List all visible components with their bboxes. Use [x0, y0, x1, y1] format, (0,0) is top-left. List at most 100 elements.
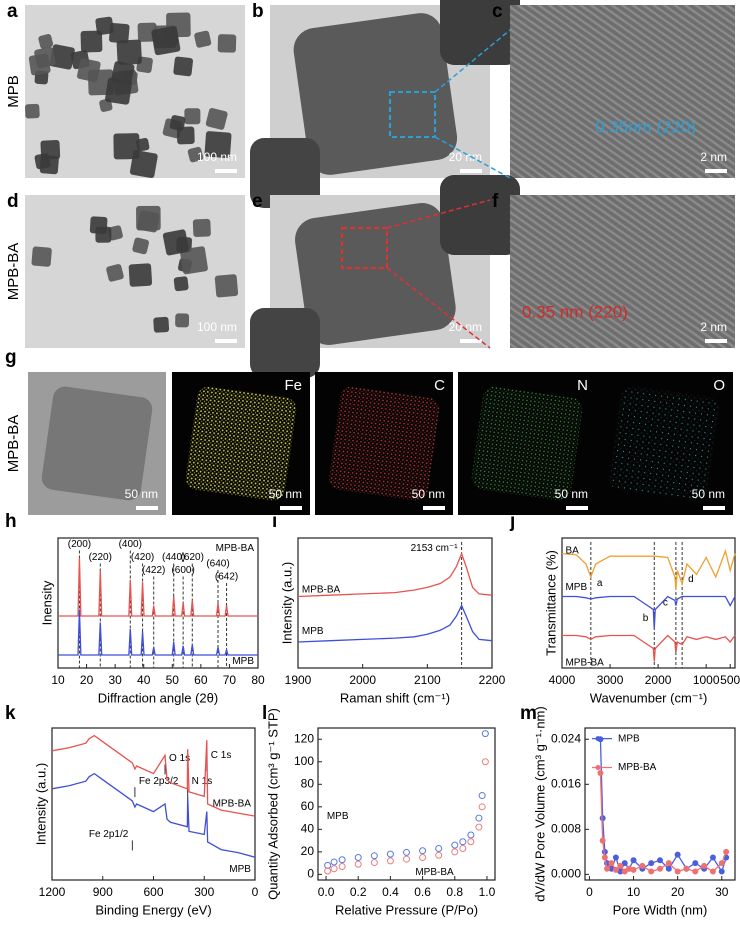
- data-point: [386, 857, 394, 865]
- annotation: Fe 2p1/2: [89, 829, 129, 840]
- particle: [105, 77, 132, 105]
- data-point: [599, 837, 606, 844]
- x-tick-label: 0: [586, 885, 593, 899]
- data-point: [665, 865, 672, 872]
- data-point: [701, 862, 708, 869]
- particle: [175, 313, 190, 328]
- annotation: (422): [142, 565, 165, 576]
- x-tick-label: 10: [51, 673, 65, 687]
- particle: [137, 210, 160, 233]
- plot-frame: [561, 537, 736, 669]
- x-tick-label: 20: [671, 885, 685, 899]
- panel-letter: b: [252, 1, 264, 22]
- particle: [38, 34, 54, 49]
- data-point: [630, 857, 637, 864]
- series-line: [599, 739, 727, 874]
- scale-bar-label: 20 nm: [449, 150, 482, 164]
- plot-frame: [317, 727, 496, 881]
- particle: [106, 264, 124, 282]
- x-tick-label: 0.4: [382, 885, 399, 899]
- x-axis-label: Binding Energy (eV): [95, 902, 211, 917]
- data-point: [709, 854, 716, 861]
- particle: [179, 246, 208, 275]
- data-point: [475, 814, 483, 822]
- element-label: Fe: [284, 377, 302, 394]
- data-point: [467, 838, 475, 846]
- series-line: [51, 772, 256, 858]
- eds-signal: [328, 386, 440, 501]
- data-point: [617, 862, 624, 869]
- zoom-line: [434, 136, 511, 179]
- x-axis-label: Raman shift (cm⁻¹): [340, 690, 450, 705]
- data-point: [718, 860, 725, 867]
- panel-letter: h: [5, 511, 17, 532]
- row-label: MPB-BA: [5, 415, 22, 473]
- series-line: [58, 609, 258, 656]
- zoom-box: [389, 91, 436, 138]
- particle: [107, 225, 123, 241]
- x-tick-label: 1000: [693, 673, 720, 687]
- data-point: [648, 860, 655, 867]
- y-tick-label: 80: [301, 776, 315, 790]
- particle: [173, 276, 189, 292]
- particle: [250, 138, 320, 208]
- annotation: (600): [171, 565, 194, 576]
- data-point: [674, 868, 681, 875]
- panel-letter: e: [252, 191, 263, 212]
- data-point: [597, 770, 604, 777]
- y-tick-label: 40: [301, 822, 315, 836]
- annotation: c: [663, 598, 668, 609]
- scale-bar-label: 2 nm: [700, 320, 727, 334]
- x-tick-label: 600: [143, 885, 163, 899]
- particle: [153, 316, 170, 333]
- y-axis-label: Quantity Adsorbed (cm³ g⁻¹ STP): [265, 708, 280, 900]
- x-tick-label: 1.0: [479, 885, 496, 899]
- panel-letter: a: [7, 1, 18, 22]
- x-tick-label: 2000: [645, 673, 672, 687]
- particle: [194, 30, 212, 48]
- data-point: [665, 860, 672, 867]
- x-tick-label: 0: [252, 885, 259, 899]
- x-tick-label: 60: [194, 673, 208, 687]
- x-tick-label: 20: [80, 673, 94, 687]
- particle: [214, 274, 239, 298]
- panel-letter: i: [272, 511, 277, 532]
- data-point: [709, 868, 716, 875]
- plot-frame: [297, 537, 493, 669]
- series-label: MPB: [327, 811, 349, 822]
- particle: [111, 61, 135, 85]
- data-point: [630, 866, 637, 873]
- row-label: MPB-BA: [5, 243, 22, 301]
- particle: [440, 175, 520, 255]
- eds-signal: [471, 386, 583, 501]
- data-point: [435, 844, 443, 852]
- data-point: [324, 867, 332, 875]
- series-line: [562, 595, 736, 630]
- panel-letter: d: [7, 191, 19, 212]
- x-tick-label: 30: [715, 885, 729, 899]
- series-line: [297, 604, 493, 643]
- scale-bar: [703, 506, 725, 510]
- annotation: (400): [119, 539, 142, 550]
- element-label: C: [434, 377, 445, 394]
- panel-letter: g: [5, 347, 17, 368]
- data-point: [324, 861, 332, 869]
- series-label: MPB-BA: [302, 585, 341, 596]
- data-point: [386, 850, 394, 858]
- row-label: MPB: [5, 75, 22, 108]
- series-label: MPB-BA: [618, 762, 657, 773]
- panel-letter: f: [492, 191, 499, 212]
- data-point: [621, 860, 628, 867]
- x-tick-label: 0.6: [414, 885, 431, 899]
- x-tick-label: 900: [93, 885, 113, 899]
- data-point: [370, 859, 378, 867]
- x-tick-label: 4000: [549, 673, 576, 687]
- data-point: [354, 860, 362, 868]
- annotation: d: [688, 574, 694, 585]
- eds-signal: [185, 386, 297, 501]
- annotation: N 1s: [192, 776, 213, 787]
- x-axis-label: Pore Width (nm): [613, 902, 708, 917]
- particle: [205, 108, 228, 130]
- data-point: [338, 862, 346, 870]
